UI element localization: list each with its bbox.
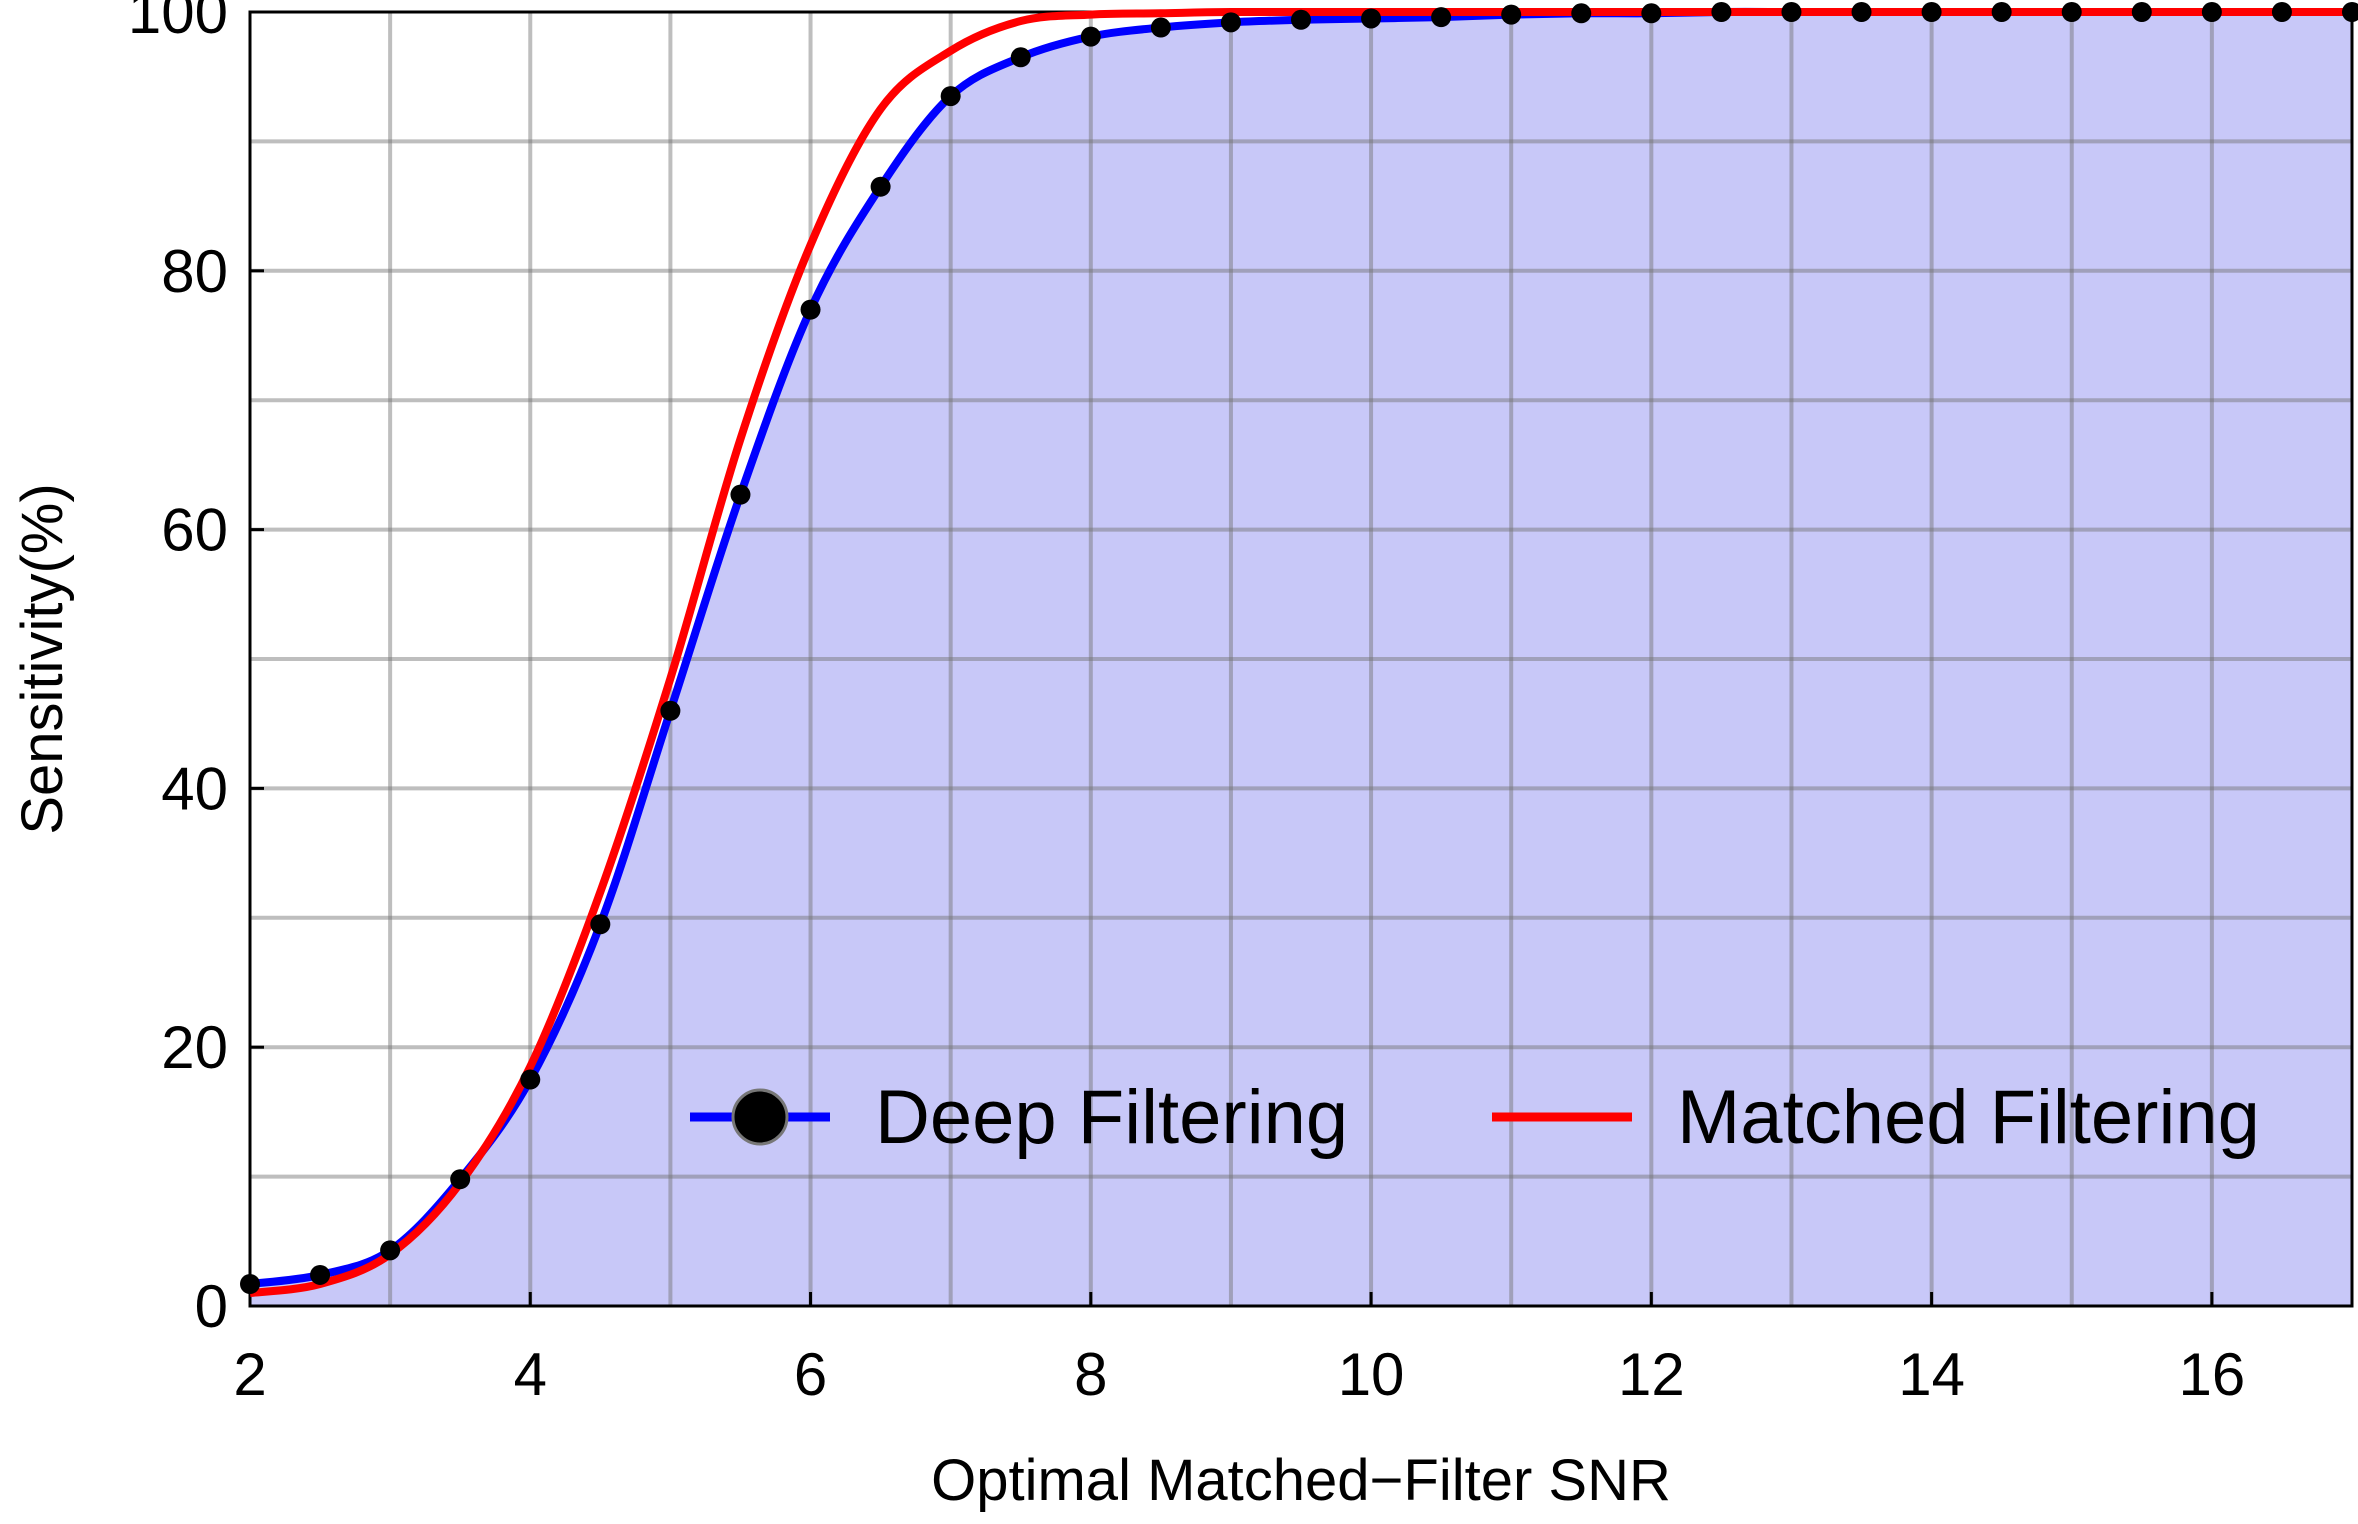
data-point-deep-filtering xyxy=(1220,12,1241,33)
data-point-deep-filtering xyxy=(2061,2,2082,22)
data-point-deep-filtering xyxy=(590,914,611,935)
legend-deep-filtering-marker-icon xyxy=(731,1088,789,1146)
data-point-deep-filtering xyxy=(1361,8,1382,29)
x-tick-label: 8 xyxy=(1074,1341,1107,1408)
data-point-deep-filtering xyxy=(1641,3,1662,24)
data-point-deep-filtering xyxy=(1851,2,1872,22)
x-tick-label: 12 xyxy=(1618,1341,1685,1408)
deep-filtering-fill-area xyxy=(250,11,2352,1306)
y-tick-label: 40 xyxy=(161,755,228,822)
data-point-deep-filtering xyxy=(730,484,751,505)
y-tick-label: 60 xyxy=(161,497,228,564)
data-point-deep-filtering xyxy=(520,1069,541,1090)
legend-matched-filtering-label: Matched Filtering xyxy=(1677,1075,2260,1160)
data-point-deep-filtering xyxy=(1010,47,1031,68)
legend-deep-filtering-label: Deep Filtering xyxy=(875,1075,1348,1160)
data-point-deep-filtering xyxy=(1431,7,1452,28)
y-tick-label: 0 xyxy=(195,1273,228,1340)
data-point-deep-filtering xyxy=(380,1240,401,1261)
data-point-deep-filtering xyxy=(1291,9,1311,30)
data-point-deep-filtering xyxy=(2342,2,2358,22)
series-lines xyxy=(249,7,2352,1298)
y-tick-label: 20 xyxy=(161,1014,228,1081)
data-point-deep-filtering xyxy=(450,1169,471,1190)
data-point-deep-filtering xyxy=(1080,26,1101,47)
deep-filtering-markers xyxy=(240,2,2358,1295)
data-point-deep-filtering xyxy=(1921,2,1942,22)
data-point-deep-filtering xyxy=(310,1264,331,1285)
data-point-deep-filtering xyxy=(1571,3,1592,24)
x-tick-label: 16 xyxy=(2178,1341,2245,1408)
legend: Deep Filtering Matched Filtering xyxy=(690,1075,2260,1160)
data-point-deep-filtering xyxy=(2131,2,2152,22)
deep-filtering-fill-path xyxy=(250,11,2352,1306)
data-point-deep-filtering xyxy=(1991,2,2012,22)
x-tick-label: 6 xyxy=(794,1341,827,1408)
x-tick-label: 10 xyxy=(1338,1341,1405,1408)
data-point-deep-filtering xyxy=(800,299,821,320)
data-point-deep-filtering xyxy=(240,1274,260,1295)
data-point-deep-filtering xyxy=(1781,2,1802,22)
x-tick-label: 2 xyxy=(233,1341,266,1408)
data-point-deep-filtering xyxy=(940,86,961,107)
data-point-deep-filtering xyxy=(2271,2,2292,22)
x-axis-title: Optimal Matched−Filter SNR xyxy=(931,1448,1671,1513)
axis-ticks: 2 4 6 8 10 12 14 16 0 20 40 60 80 100 xyxy=(128,0,2245,1408)
data-point-deep-filtering xyxy=(1711,2,1732,22)
data-point-deep-filtering xyxy=(2201,2,2222,22)
data-point-deep-filtering xyxy=(870,176,891,197)
y-tick-label: 100 xyxy=(128,0,228,46)
y-axis-title: Sensitivity(%) xyxy=(10,483,75,834)
data-point-deep-filtering xyxy=(1150,17,1171,38)
data-point-deep-filtering xyxy=(660,700,681,721)
y-tick-label: 80 xyxy=(161,238,228,305)
x-tick-label: 4 xyxy=(514,1341,547,1408)
series-line-matched-filtering xyxy=(249,7,2352,1298)
data-point-deep-filtering xyxy=(1501,4,1522,25)
x-tick-label: 14 xyxy=(1898,1341,1965,1408)
